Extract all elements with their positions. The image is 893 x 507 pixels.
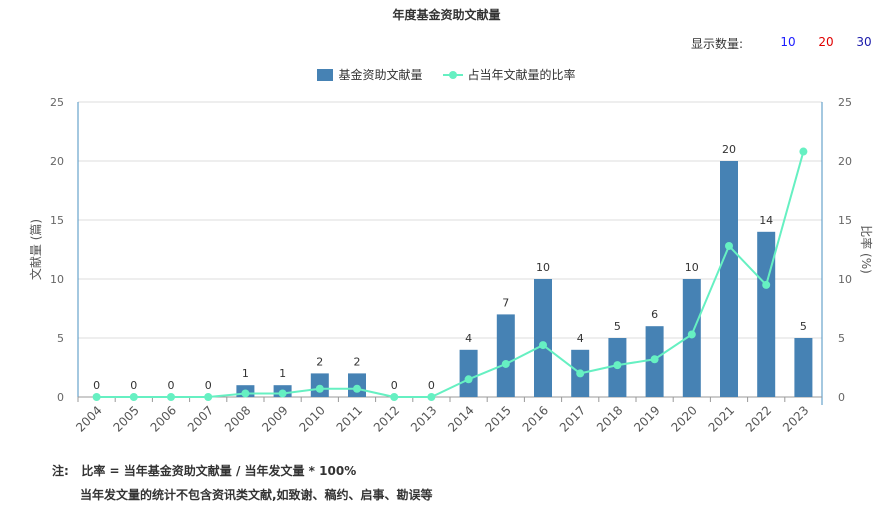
x-tick-label: 2016 bbox=[520, 403, 551, 434]
bar bbox=[496, 314, 515, 397]
bar-value-label: 2 bbox=[316, 355, 323, 368]
bar bbox=[720, 161, 738, 397]
legend-item-line-series[interactable]: 占当年文献量的比率 bbox=[442, 66, 576, 83]
note-label: 注: bbox=[52, 464, 69, 478]
x-tick-label: 2023 bbox=[780, 403, 811, 434]
bar bbox=[794, 338, 813, 397]
x-tick-label: 2019 bbox=[631, 403, 662, 434]
y-right-tick-label: 20 bbox=[838, 155, 852, 168]
ratio-point bbox=[167, 393, 175, 401]
ratio-point bbox=[353, 384, 361, 393]
count-option-10[interactable]: 10 bbox=[780, 35, 796, 49]
x-tick-label: 2011 bbox=[334, 403, 365, 434]
count-option-30[interactable]: 30 bbox=[856, 35, 872, 49]
bar-value-label: 6 bbox=[651, 308, 658, 321]
bar-value-label: 1 bbox=[279, 367, 286, 380]
y-left-tick-label: 15 bbox=[50, 214, 64, 227]
bar-value-label: 5 bbox=[800, 320, 807, 333]
bar-value-label: 4 bbox=[577, 332, 584, 345]
legend-swatch-line bbox=[442, 69, 463, 81]
bar-value-label: 0 bbox=[205, 379, 212, 392]
x-tick-label: 2005 bbox=[110, 403, 141, 434]
x-tick-label: 2020 bbox=[668, 403, 699, 434]
bar-value-label: 10 bbox=[685, 261, 699, 274]
legend-swatch-bar bbox=[317, 68, 334, 81]
x-tick-label: 2008 bbox=[222, 403, 253, 434]
y-left-tick-label: 25 bbox=[50, 96, 64, 109]
bar-value-label: 1 bbox=[242, 367, 249, 380]
y-right-tick-label: 25 bbox=[838, 96, 852, 109]
ratio-point bbox=[687, 330, 696, 339]
bar-value-label: 7 bbox=[502, 296, 509, 309]
x-tick-label: 2014 bbox=[445, 403, 476, 434]
display-count-label: 显示数量: bbox=[690, 37, 743, 51]
bar bbox=[757, 231, 776, 397]
x-tick-label: 2021 bbox=[706, 403, 737, 434]
count-option-20[interactable]: 20 bbox=[818, 35, 834, 49]
x-tick-label: 2006 bbox=[148, 403, 179, 434]
ratio-point bbox=[204, 393, 213, 401]
legend-label-bar-series: 基金资助文献量 bbox=[338, 68, 423, 82]
bar-value-label: 0 bbox=[391, 379, 398, 392]
y-left-axis-title: 文献量 (篇) bbox=[28, 219, 43, 280]
ratio-point bbox=[613, 361, 622, 370]
ratio-point bbox=[92, 393, 101, 401]
bar-value-label: 4 bbox=[465, 332, 472, 345]
ratio-point bbox=[241, 389, 250, 398]
y-right-axis-title: 比率 (%) bbox=[859, 225, 874, 274]
y-right-tick-label: 0 bbox=[838, 391, 845, 404]
x-tick-label: 2018 bbox=[594, 403, 625, 434]
y-left-tick-label: 10 bbox=[50, 273, 64, 286]
legend-item-bar-series[interactable]: 基金资助文献量 bbox=[317, 66, 423, 83]
x-tick-label: 2013 bbox=[408, 403, 439, 434]
bar bbox=[534, 279, 552, 397]
ratio-point bbox=[539, 341, 547, 350]
note-ratio-formula: 比率 = 当年基金资助文献量 / 当年发文量 * 100% bbox=[81, 464, 357, 478]
bar-value-label: 0 bbox=[93, 379, 100, 392]
y-right-tick-label: 5 bbox=[838, 332, 845, 345]
x-tick-label: 2007 bbox=[185, 403, 216, 434]
x-tick-label: 2010 bbox=[296, 403, 327, 434]
bar bbox=[459, 349, 478, 397]
y-right-tick-label: 10 bbox=[838, 273, 852, 286]
y-left-tick-label: 0 bbox=[57, 391, 64, 404]
y-left-tick-label: 20 bbox=[50, 155, 64, 168]
ratio-point bbox=[576, 369, 585, 378]
ratio-point bbox=[650, 355, 659, 364]
ratio-point bbox=[315, 384, 324, 393]
bar-value-label: 0 bbox=[168, 379, 175, 392]
legend-label-line-series: 占当年文献量的比率 bbox=[467, 68, 576, 82]
bar-value-label: 0 bbox=[428, 379, 435, 392]
footnote: 注: 比率 = 当年基金资助文献量 / 当年发文量 * 100% 当年发文量的统… bbox=[52, 459, 433, 507]
ratio-point bbox=[762, 280, 771, 289]
ratio-line bbox=[96, 151, 805, 398]
ratio-point bbox=[725, 241, 733, 250]
ratio-point bbox=[390, 393, 399, 401]
bar-value-label: 5 bbox=[614, 320, 621, 333]
ratio-point bbox=[278, 389, 287, 398]
x-tick-label: 2015 bbox=[482, 403, 513, 434]
bar-value-label: 10 bbox=[536, 261, 550, 274]
ratio-point bbox=[427, 393, 436, 401]
ratio-point bbox=[501, 359, 510, 368]
display-count-selector: 显示数量: 10 20 30 bbox=[691, 35, 879, 52]
x-tick-label: 2017 bbox=[557, 403, 588, 434]
ratio-point bbox=[799, 147, 808, 156]
x-tick-label: 2009 bbox=[259, 403, 290, 434]
x-tick-label: 2004 bbox=[73, 403, 104, 434]
y-left-tick-label: 5 bbox=[57, 332, 64, 345]
note-exclusion: 当年发文量的统计不包含资讯类文献,如致谢、稿约、启事、勘误等 bbox=[80, 488, 433, 502]
chart-legend: 基金资助文献量 占当年文献量的比率 bbox=[0, 66, 893, 83]
bar-value-label: 0 bbox=[130, 379, 137, 392]
x-tick-label: 2022 bbox=[743, 403, 774, 434]
ratio-point bbox=[129, 393, 138, 401]
chart-title: 年度基金资助文献量 bbox=[392, 8, 501, 22]
y-right-tick-label: 15 bbox=[838, 214, 852, 227]
bar-value-label: 20 bbox=[722, 143, 736, 156]
bar-value-label: 14 bbox=[759, 214, 773, 227]
bar-value-label: 2 bbox=[354, 355, 361, 368]
ratio-point bbox=[464, 375, 473, 384]
x-tick-label: 2012 bbox=[371, 403, 402, 434]
